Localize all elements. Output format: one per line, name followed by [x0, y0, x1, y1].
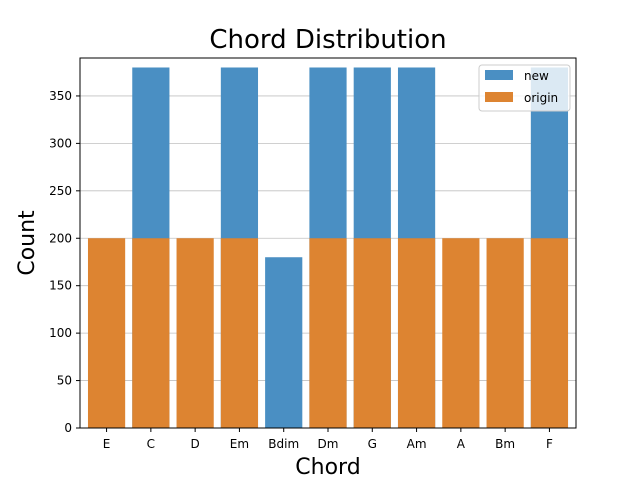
bar-origin-d [176, 238, 214, 428]
x-tick-label-bdim: Bdim [268, 437, 299, 451]
y-tick-label: 300 [49, 136, 72, 150]
bar-origin-bm [486, 238, 524, 428]
legend-swatch-new [485, 70, 513, 80]
bar-new-bdim [265, 257, 303, 428]
y-axis-title: Count [15, 210, 40, 276]
x-tick-label-d: D [191, 437, 200, 451]
bar-origin-em [220, 238, 259, 428]
legend-label-new: new [524, 69, 549, 83]
bar-origin-e [87, 238, 126, 428]
chart-title: Chord Distribution [209, 25, 446, 55]
y-tick-label: 150 [49, 279, 72, 293]
x-tick-label-bm: Bm [495, 437, 515, 451]
x-tick-label-f: F [546, 437, 553, 451]
bar-origin-dm [309, 238, 347, 428]
y-tick-label: 100 [49, 326, 72, 340]
bar-origin-a [442, 238, 480, 428]
y-tick-label: 350 [49, 89, 72, 103]
x-tick-label-em: Em [230, 437, 249, 451]
y-tick-label: 0 [64, 421, 72, 435]
legend-label-origin: origin [524, 91, 558, 105]
x-tick-label-c: C [147, 437, 155, 451]
bar-origin-g [353, 238, 391, 428]
x-tick-label-e: E [103, 437, 111, 451]
x-tick-label-a: A [457, 437, 466, 451]
x-axis-ticks: E C D Em Bdim Dm G Am A Bm F [103, 428, 553, 451]
y-tick-label: 50 [57, 374, 72, 388]
legend: new origin [478, 64, 571, 112]
legend-swatch-origin [485, 92, 513, 102]
y-tick-label: 200 [49, 231, 72, 245]
y-tick-label: 250 [49, 184, 72, 198]
bar-origin-c [132, 238, 170, 428]
bar-origin-am [397, 238, 436, 428]
x-tick-label-dm: Dm [318, 437, 339, 451]
x-tick-label-g: G [368, 437, 377, 451]
x-tick-label-am: Am [407, 437, 427, 451]
x-axis-title: Chord [295, 455, 360, 480]
bars-layer [87, 67, 569, 428]
bar-origin-f [530, 238, 569, 428]
y-axis-ticks: 0 50 100 150 200 250 300 350 [49, 89, 80, 435]
